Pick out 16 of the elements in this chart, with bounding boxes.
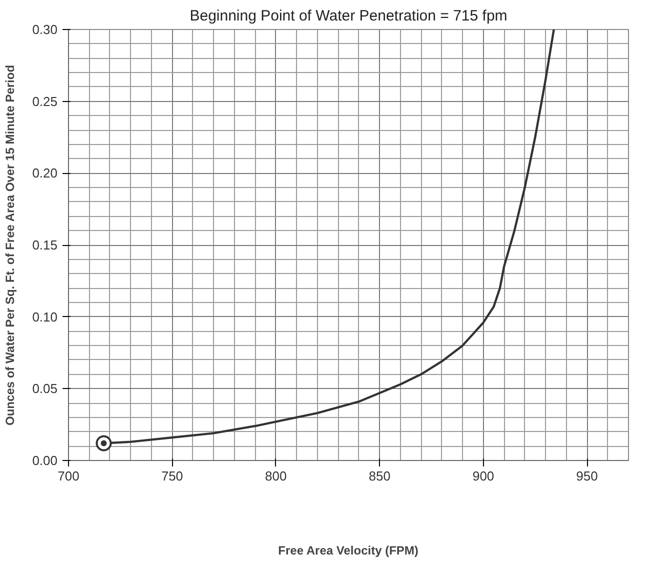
chart-title: Beginning Point of Water Penetration = 715 fpm bbox=[190, 8, 508, 24]
y-tick-label: 0.30 bbox=[32, 22, 58, 37]
x-axis-title: Free Area Velocity (FPM) bbox=[278, 544, 418, 558]
x-tick-label: 900 bbox=[472, 468, 494, 484]
x-tick-label: 850 bbox=[368, 468, 390, 484]
y-tick-label: 0.25 bbox=[32, 94, 58, 109]
y-tick-label: 0.10 bbox=[32, 309, 58, 324]
x-tick-label: 800 bbox=[265, 468, 287, 484]
y-tick-label: 0.15 bbox=[32, 238, 58, 252]
x-tick-label: 950 bbox=[576, 468, 598, 484]
y-axis-title: Ounces of Water Per Sq. Ft. of Free Area Over 15 Minute Period bbox=[3, 64, 18, 426]
x-tick-label: 700 bbox=[58, 468, 80, 484]
y-tick-label: 0.05 bbox=[32, 381, 58, 396]
y-tick-label: 0.20 bbox=[32, 166, 58, 181]
y-tick-label: 0.00 bbox=[32, 453, 58, 468]
x-tick-label: 750 bbox=[161, 468, 184, 484]
